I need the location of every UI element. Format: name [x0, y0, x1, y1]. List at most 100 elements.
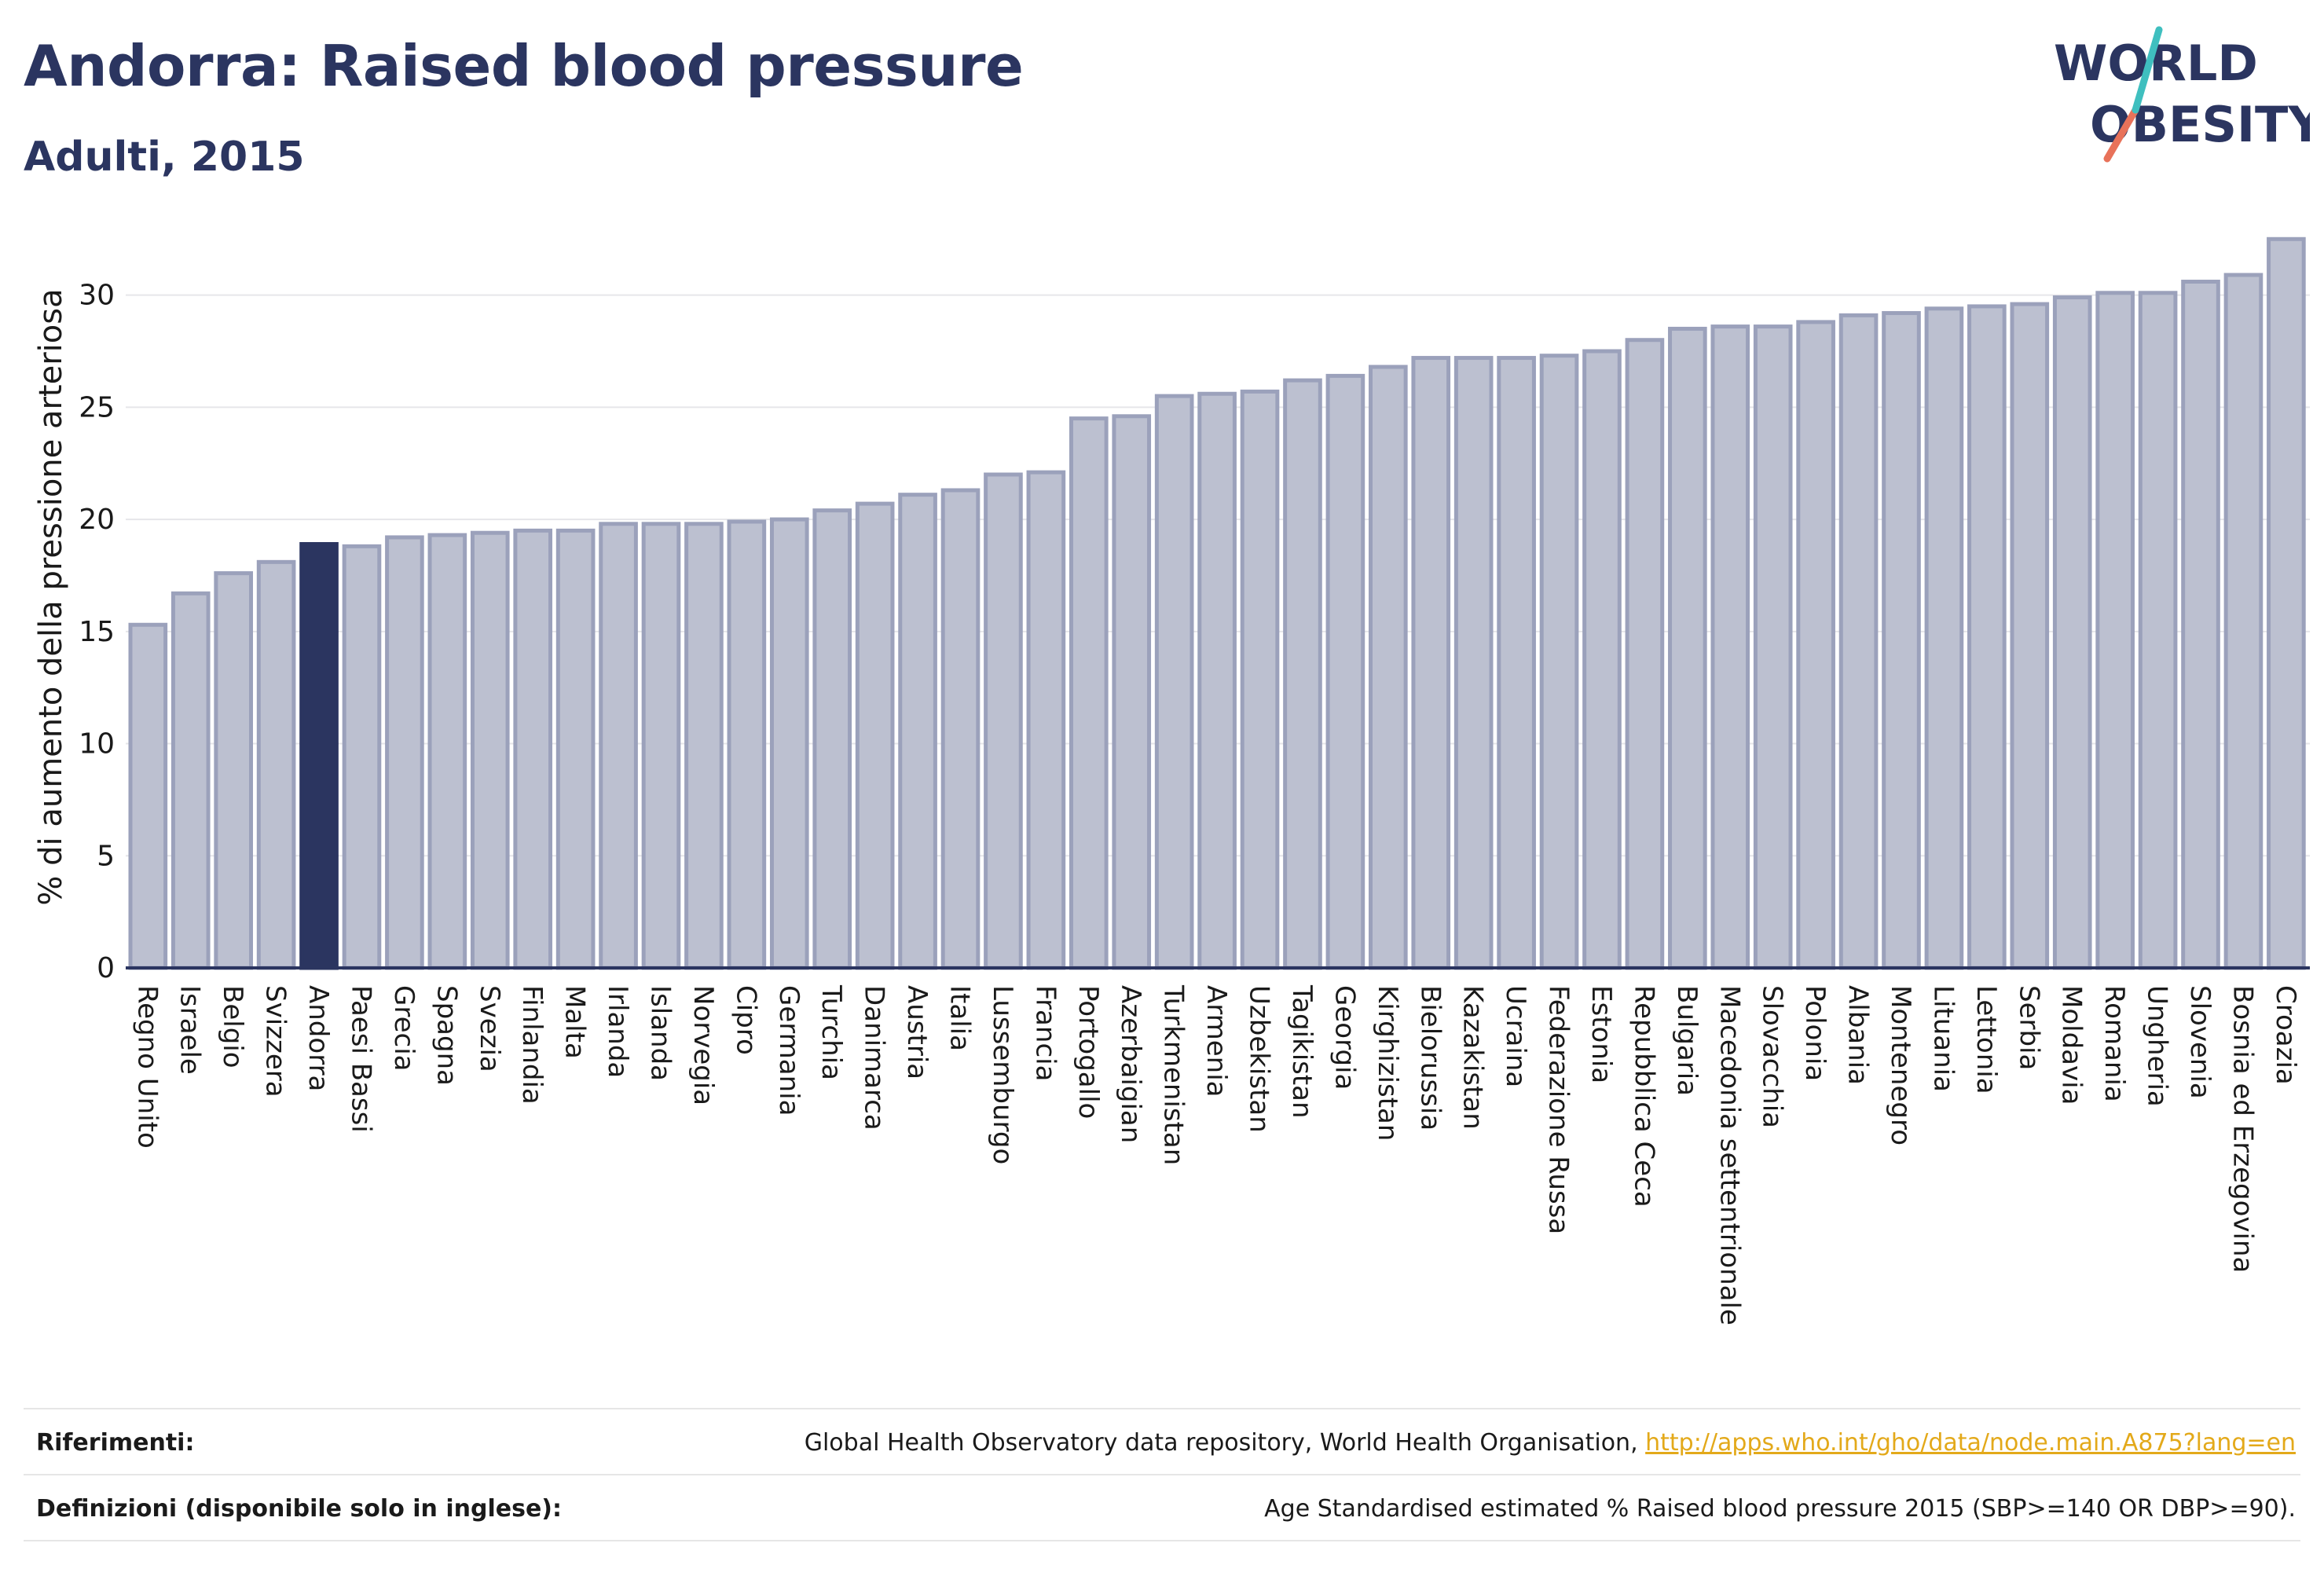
bar-highlighted [299, 541, 339, 970]
x-category-label: Federazione Russa [1543, 985, 1574, 1234]
x-category-label: Romania [2099, 985, 2130, 1102]
x-category-label: Georgia [1329, 985, 1360, 1090]
y-tick-label: 30 [79, 280, 115, 312]
references-link[interactable]: http://apps.who.int/gho/data/node.main.A… [1645, 1428, 2296, 1457]
x-category-label: Repubblica Ceca [1628, 985, 1659, 1208]
x-category-label: Belgio [217, 985, 248, 1068]
footer-divider [24, 1474, 2300, 1475]
bar [1411, 356, 1451, 970]
bar [1325, 373, 1365, 970]
references-text: Global Health Observatory data repositor… [805, 1429, 2296, 1457]
bar [1197, 391, 1237, 970]
category-labels: Regno Unito Israele Belgio Svizzera Andorra P… [131, 984, 2301, 1325]
bar [385, 535, 424, 970]
x-category-label: Macedonia settentrionale [1714, 985, 1745, 1325]
bar [1112, 414, 1152, 970]
x-category-label: Svizzera [260, 985, 291, 1098]
x-category-label: Italia [944, 985, 976, 1051]
world-obesity-logo: WORLD OBESITY [2054, 26, 2310, 163]
bar [1453, 356, 1494, 970]
bar [684, 522, 724, 970]
bar [1154, 394, 1194, 970]
bar [1539, 354, 1579, 970]
footer-definitions: Definizioni (disponibile solo in inglese… [36, 1477, 2296, 1540]
x-category-label: Paesi Bassi [345, 985, 376, 1133]
bar [2223, 273, 2264, 970]
bar [2138, 291, 2178, 970]
x-category-label: Croazia [2270, 985, 2301, 1085]
bar [513, 528, 553, 970]
bars [128, 236, 2306, 970]
bar [2181, 280, 2220, 970]
bar [1753, 324, 1793, 970]
y-tick-label: 0 [97, 952, 115, 984]
x-category-label: Bosnia ed Erzegovina [2227, 985, 2258, 1273]
bar [1967, 304, 2007, 970]
references-label: Riferimenti: [36, 1428, 195, 1457]
bar [1369, 365, 1408, 970]
x-category-label: Irlanda [602, 985, 633, 1078]
bar [1069, 416, 1109, 970]
x-category-label: Grecia [388, 985, 420, 1071]
x-category-label: Albania [1842, 985, 1874, 1085]
x-category-label: Svezia [474, 985, 505, 1072]
bar [1710, 324, 1750, 970]
x-category-label: Ucraina [1500, 985, 1531, 1087]
x-category-label: Lituania [1927, 985, 1959, 1092]
bar [1240, 389, 1280, 970]
x-category-label: Turkmenistan [1158, 984, 1189, 1165]
x-category-label: Armenia [1200, 985, 1232, 1098]
bar [2052, 295, 2092, 970]
x-category-label: Lussemburgo [987, 985, 1018, 1164]
bar [1668, 326, 1707, 970]
y-tick-label: 15 [79, 616, 115, 648]
x-category-label: Lettonia [1970, 985, 2002, 1094]
x-category-label: Kirghizistan [1372, 985, 1403, 1141]
x-category-label: Regno Unito [131, 985, 163, 1149]
bar [214, 571, 253, 970]
bar [984, 472, 1023, 970]
x-category-label: Montenegro [1885, 985, 1916, 1145]
bar [641, 522, 681, 970]
bar [1026, 470, 1066, 970]
bar [1796, 320, 1835, 970]
x-category-label: Francia [1029, 985, 1061, 1081]
bar [1625, 338, 1665, 970]
y-tick-label: 10 [79, 728, 115, 761]
bar [769, 517, 809, 970]
x-category-label: Islanda [644, 985, 676, 1081]
page-title: Andorra: Raised blood pressure [24, 33, 1024, 99]
page-subtitle: Adulti, 2015 [24, 134, 305, 181]
bar [855, 501, 895, 970]
bar [128, 622, 168, 970]
bar [2010, 302, 2050, 970]
x-category-label: Turchia [816, 984, 847, 1080]
bar [256, 559, 296, 970]
bar [2095, 291, 2135, 970]
x-category-label: Slovacchia [1757, 985, 1788, 1128]
bar [812, 508, 852, 970]
bar [727, 519, 767, 970]
footer-references: Riferimenti: Global Health Observatory d… [36, 1411, 2296, 1474]
bar [342, 544, 382, 970]
bar [470, 530, 510, 970]
x-category-label: Slovenia [2184, 985, 2216, 1099]
x-category-label: Estonia [1585, 985, 1617, 1083]
footer-divider [24, 1540, 2300, 1541]
x-category-label: Bielorussia [1414, 985, 1446, 1131]
bar [898, 493, 937, 970]
x-category-label: Portogallo [1072, 985, 1104, 1119]
x-category-label: Austria [901, 985, 933, 1079]
x-category-label: Cipro [730, 985, 761, 1055]
x-category-label: Bulgaria [1671, 985, 1703, 1096]
bar [2267, 236, 2306, 970]
y-tick-label: 25 [79, 391, 115, 423]
x-category-label: Finlandia [516, 985, 548, 1105]
bar [599, 522, 638, 970]
bar-chart: 0 5 10 15 20 25 30 Regno Unito Israele Belgio Svi… [33, 236, 2310, 1325]
bar [1497, 356, 1536, 970]
x-category-label: Uzbekistan [1244, 985, 1275, 1133]
definitions-label: Definizioni (disponibile solo in inglese… [36, 1494, 562, 1523]
footer-divider [24, 1408, 2300, 1409]
x-category-label: Tagikistan [1286, 984, 1318, 1119]
